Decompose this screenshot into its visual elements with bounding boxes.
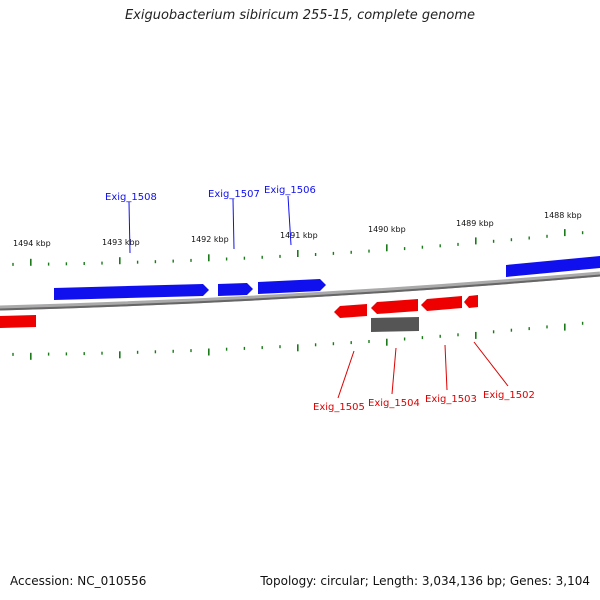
gene-arrow[interactable] [371, 299, 418, 314]
gene-arrow[interactable] [464, 295, 478, 308]
gene-arrow[interactable] [258, 279, 326, 294]
gene-arrow[interactable] [218, 283, 253, 296]
gene-arrow[interactable] [0, 315, 36, 328]
gene-label[interactable]: Exig_1507 [208, 189, 260, 200]
bottom-gene-leaders [337, 341, 509, 399]
gene-arrow[interactable] [421, 296, 462, 311]
plus-strand-genes [54, 256, 600, 300]
kbp-label: 1491 kbp [280, 231, 318, 240]
bottom-gene-labels: Exig_1505 Exig_1504 Exig_1503 Exig_1502 [313, 390, 535, 413]
kbp-label: 1490 kbp [368, 225, 406, 234]
kbp-label: 1488 kbp [544, 211, 582, 220]
genome-title: Exiguobacterium sibiricum 255-15, comple… [124, 8, 476, 23]
kbp-labels: 1494 kbp 1493 kbp 1492 kbp 1491 kbp 1490… [13, 211, 582, 248]
top-gene-leaders [128, 195, 292, 254]
pseudo-gene[interactable] [371, 317, 419, 332]
gene-arrow[interactable] [334, 304, 367, 318]
gene-label[interactable]: Exig_1506 [264, 185, 316, 196]
kbp-label: 1492 kbp [191, 235, 229, 244]
kbp-label: 1493 kbp [102, 238, 140, 247]
kbp-label: 1494 kbp [13, 239, 51, 248]
minus-strand-genes [0, 295, 478, 332]
accession-text: Accession: NC_010556 [10, 574, 147, 588]
genome-summary-text: Topology: circular; Length: 3,034,136 bp… [260, 574, 590, 588]
gene-arrow[interactable] [506, 256, 600, 277]
genome-backbone-edge [0, 274, 600, 311]
gene-arrow[interactable] [54, 284, 209, 300]
top-gene-labels: Exig_1508 Exig_1507 Exig_1506 [105, 185, 316, 203]
top-tick-marks [12, 229, 584, 266]
kbp-label: 1489 kbp [456, 219, 494, 228]
bottom-tick-marks [12, 321, 584, 360]
gene-label[interactable]: Exig_1508 [105, 192, 157, 203]
gene-label[interactable]: Exig_1504 [368, 398, 420, 409]
gene-label[interactable]: Exig_1505 [313, 402, 365, 413]
gene-label[interactable]: Exig_1502 [483, 390, 535, 401]
gene-label[interactable]: Exig_1503 [425, 394, 477, 405]
genome-backbone [0, 271, 600, 311]
